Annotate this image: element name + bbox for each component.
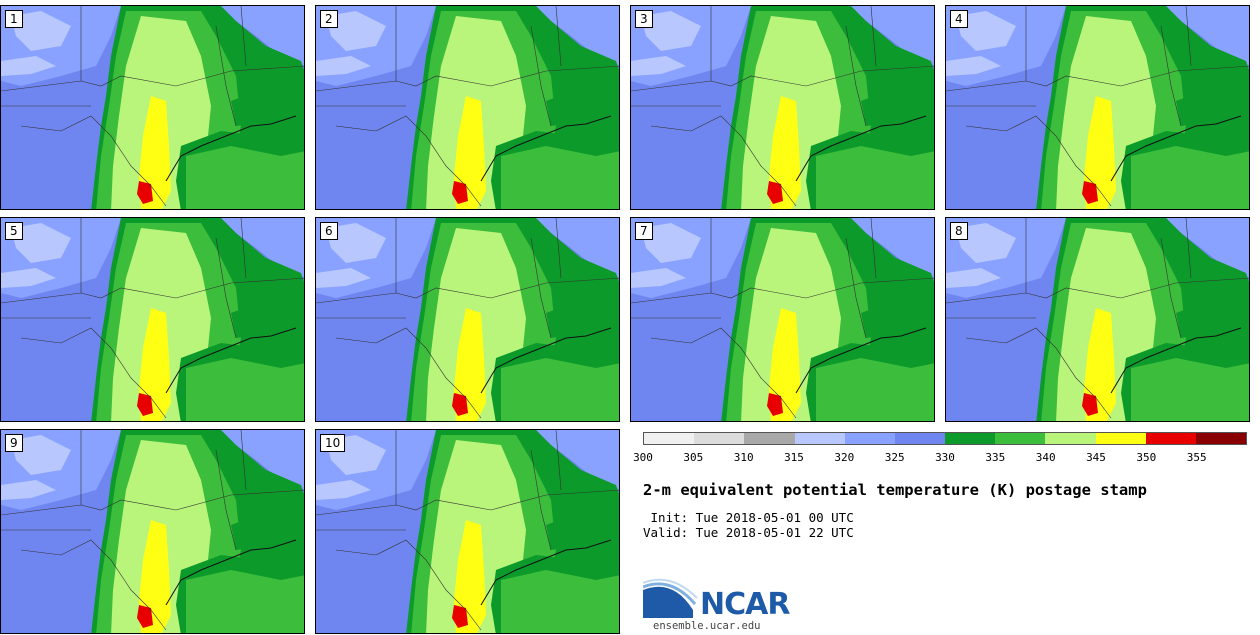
colorbar-tick-label: 310 — [733, 451, 754, 464]
colorbar-tick-label: 345 — [1086, 451, 1106, 464]
member-label: 8 — [950, 222, 968, 240]
theta-e-map — [946, 218, 1249, 421]
ensemble-member-panel[interactable]: 10 — [315, 429, 620, 634]
member-label: 6 — [320, 222, 338, 240]
ensemble-member-panel[interactable]: 3 — [630, 5, 935, 210]
theta-e-map — [316, 6, 619, 209]
ensemble-member-panel[interactable]: 9 — [0, 429, 305, 634]
ensemble-member-panel[interactable]: 6 — [315, 217, 620, 422]
page-title: 2-m equivalent potential temperature (K)… — [643, 481, 1147, 499]
member-label: 3 — [635, 10, 653, 28]
ensemble-member-panel[interactable]: 8 — [945, 217, 1250, 422]
colorbar-tick-label: 305 — [683, 451, 704, 464]
colorbar-tick-label: 340 — [1035, 451, 1056, 464]
colorbar-ticks: 300 305 310 315 320 325 330 335 340 345 350 355 — [633, 451, 1247, 465]
theta-e-map — [1, 430, 304, 633]
member-label: 5 — [5, 222, 23, 240]
ensemble-member-panel[interactable]: 1 — [0, 5, 305, 210]
colorbar-segment — [644, 433, 695, 444]
colorbar-segment — [894, 433, 946, 444]
theta-e-map — [316, 218, 619, 421]
colorbar-tick-label: 350 — [1136, 451, 1157, 464]
theta-e-map — [1, 6, 304, 209]
logo-url: ensemble.ucar.edu — [653, 620, 761, 632]
ensemble-member-panel[interactable]: 7 — [630, 217, 935, 422]
theta-e-map — [1, 218, 304, 421]
colorbar-tick-label: 315 — [784, 451, 804, 464]
colorbar-tick-label: 320 — [834, 451, 855, 464]
ensemble-member-panel[interactable]: 5 — [0, 217, 305, 422]
theta-e-map — [946, 6, 1249, 209]
member-label: 7 — [635, 222, 653, 240]
colorbar-segment — [1095, 433, 1146, 444]
colorbar-tick-label: 300 — [633, 451, 653, 464]
member-label: 1 — [5, 10, 23, 28]
colorbar-segment — [744, 433, 795, 444]
colorbar-segment — [794, 433, 845, 444]
member-label: 10 — [320, 434, 346, 452]
colorbar-segment — [694, 433, 745, 444]
ncar-logo-text: NCAR — [700, 587, 790, 622]
colorbar-segment — [1145, 433, 1196, 444]
colorbar-tick-label: 325 — [884, 451, 905, 464]
theta-e-map — [631, 6, 934, 209]
colorbar-segment — [844, 433, 895, 444]
member-label: 2 — [320, 10, 338, 28]
colorbar-segment — [1195, 433, 1247, 444]
ncar-logo-icon — [643, 578, 698, 618]
colorbar-tick-label: 330 — [935, 451, 955, 464]
colorbar-segment — [1045, 433, 1096, 444]
colorbar-tick-label: 355 — [1186, 451, 1207, 464]
ensemble-member-panel[interactable]: 2 — [315, 5, 620, 210]
ensemble-member-panel[interactable]: 4 — [945, 5, 1250, 210]
colorbar-tick-label: 335 — [985, 451, 1006, 464]
theta-e-map — [316, 430, 619, 633]
member-label: 9 — [5, 434, 23, 452]
valid-time: Valid: Tue 2018-05-01 22 UTC — [643, 525, 854, 540]
theta-e-map — [631, 218, 934, 421]
init-time: Init: Tue 2018-05-01 00 UTC — [643, 510, 854, 525]
member-label: 4 — [950, 10, 968, 28]
colorbar-segment — [995, 433, 1046, 444]
colorbar — [643, 432, 1247, 445]
colorbar-segment — [945, 433, 996, 444]
